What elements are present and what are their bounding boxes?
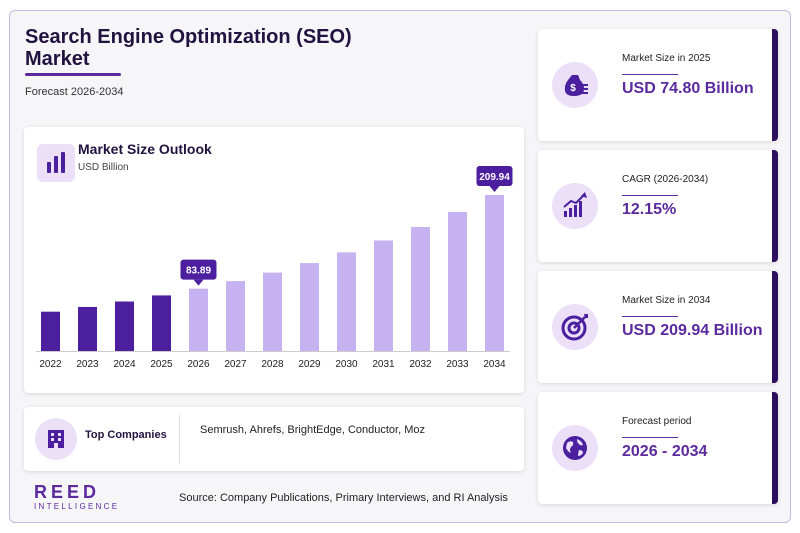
- page-title: Search Engine Optimization (SEO) Market: [25, 26, 352, 70]
- tick-label-2027: 2027: [224, 359, 247, 370]
- bar-2026: [189, 288, 208, 351]
- tick-label-2022: 2022: [39, 359, 62, 370]
- target-icon: [552, 304, 598, 350]
- top-companies-card: Top Companies Semrush, Ahrefs, BrightEdg…: [24, 407, 524, 471]
- top-companies-list: Semrush, Ahrefs, BrightEdge, Conductor, …: [200, 424, 426, 436]
- stat-divider: [622, 437, 678, 438]
- bar-2032: [411, 226, 430, 351]
- tick-label-2030: 2030: [335, 359, 358, 370]
- data-label-2034: 209.94: [476, 166, 513, 192]
- tick-label-2024: 2024: [113, 359, 136, 370]
- bar-2023: [78, 306, 97, 351]
- stat-divider: [622, 74, 678, 75]
- svg-text:$: $: [570, 83, 576, 94]
- tick-label-2031: 2031: [372, 359, 395, 370]
- stat-label: Market Size in 2034: [622, 295, 711, 306]
- globe-icon: [552, 425, 598, 471]
- stat-card-forecast-period: Forecast period 2026 - 2034: [538, 392, 778, 504]
- stat-value: 12.15%: [622, 201, 677, 218]
- divider: [179, 415, 180, 463]
- bar-2024: [115, 301, 134, 351]
- data-label-bubble: [180, 259, 217, 280]
- logo-subtext: INTELLIGENCE: [34, 502, 120, 511]
- reed-intelligence-logo: REED INTELLIGENCE: [34, 482, 134, 512]
- stat-card-cagr: CAGR (2026-2034) 12.15%: [538, 150, 778, 262]
- chart-title: Market Size Outlook: [78, 141, 212, 157]
- bar-2029: [300, 263, 319, 351]
- stat-value: USD 74.80 Billion: [622, 80, 754, 97]
- data-label-text: 83.89: [186, 266, 211, 277]
- chart-card: Market Size Outlook USD Billion 2022 2023…: [24, 127, 524, 393]
- tick-label-2033: 2033: [446, 359, 469, 370]
- data-label-text: 209.94: [479, 172, 510, 183]
- page-subtitle: Forecast 2026-2034: [25, 86, 124, 98]
- stat-card-market-size-2025: $ Market Size in 2025 USD 74.80 Billion: [538, 29, 778, 141]
- stat-label: CAGR (2026-2034): [622, 174, 709, 185]
- tick-label-2026: 2026: [187, 359, 210, 370]
- logo-wordmark: REED: [34, 482, 101, 502]
- tick-label-2029: 2029: [298, 359, 321, 370]
- data-label-2026: 83.89: [180, 259, 217, 286]
- bar-2033: [448, 211, 467, 351]
- bar-2034: [485, 195, 504, 351]
- tick-label-2028: 2028: [261, 359, 284, 370]
- bar-2022: [41, 311, 60, 351]
- data-label-pointer: [193, 279, 204, 286]
- tick-label-2023: 2023: [76, 359, 99, 370]
- stat-value: 2026 - 2034: [622, 443, 708, 460]
- stat-label: Forecast period: [622, 416, 692, 427]
- money-bag-icon: $: [552, 62, 598, 108]
- bar-2031: [374, 240, 393, 351]
- tick-label-2034: 2034: [483, 359, 506, 370]
- bar-chart-icon: [37, 144, 75, 182]
- data-label-pointer: [489, 186, 500, 192]
- chart-unit: USD Billion: [78, 162, 129, 173]
- data-label-bubble: [476, 166, 513, 186]
- stat-card-market-size-2034: Market Size in 2034 USD 209.94 Billion: [538, 271, 778, 383]
- bar-2030: [337, 252, 356, 351]
- source-note: Source: Company Publications, Primary In…: [179, 492, 508, 504]
- stat-label: Market Size in 2025: [622, 53, 711, 64]
- tick-label-2025: 2025: [150, 359, 173, 370]
- bar-2025: [152, 295, 171, 351]
- building-icon: [35, 418, 77, 460]
- top-companies-label: Top Companies: [85, 429, 167, 441]
- bar-2028: [263, 272, 282, 351]
- stat-divider: [622, 195, 678, 196]
- growth-chart-icon: [552, 183, 598, 229]
- bar-chart: 2022 2023 2024 2025 2026 2027 2028 2029 2030 2031…: [36, 166, 513, 370]
- stat-value: USD 209.94 Billion: [622, 322, 763, 339]
- title-underline: [25, 73, 121, 76]
- stat-divider: [622, 316, 678, 317]
- bar-2027: [226, 281, 245, 351]
- tick-label-2032: 2032: [409, 359, 432, 370]
